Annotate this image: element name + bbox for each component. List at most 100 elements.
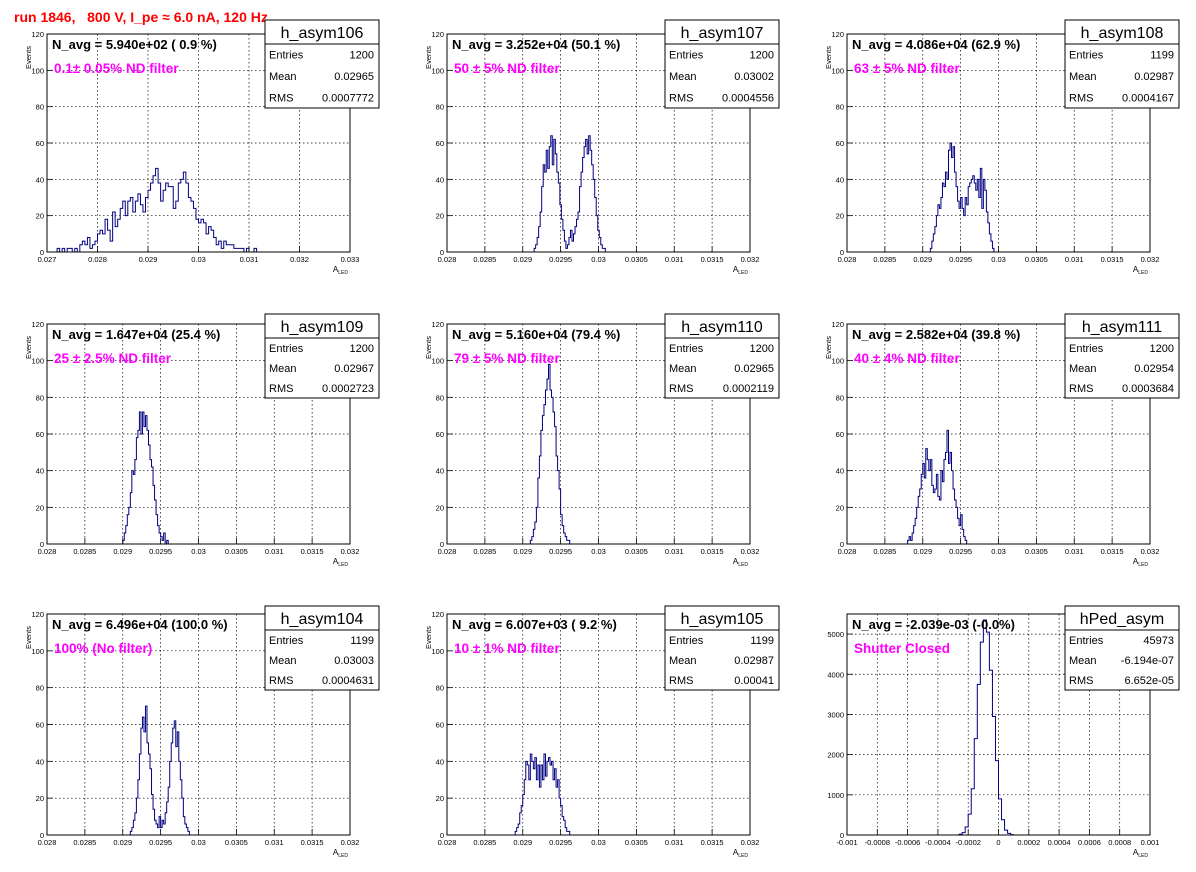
y-tick-label: 40 [436, 757, 444, 766]
x-tick-label: 0.0305 [625, 255, 648, 264]
navg-label: N_avg = 6.007e+03 ( 9.2 %) [452, 617, 617, 632]
histogram-bin [115, 227, 118, 252]
y-tick-label: 60 [436, 430, 444, 439]
navg-label: N_avg = 4.086e+04 (62.9 %) [852, 37, 1020, 52]
stats-box: h_asym104 Entries 1199 Mean 0.03003 RMS 0.0004… [264, 605, 380, 691]
y-tick-label: 60 [36, 139, 44, 148]
y-tick-label: 120 [31, 320, 44, 329]
stat-label-rms: RMS [669, 675, 693, 687]
x-tick-label: -0.0002 [955, 838, 980, 847]
histogram-bin [939, 500, 941, 544]
histogram-bin [945, 452, 947, 544]
histogram-bin [932, 485, 934, 544]
histogram-bin [556, 787, 558, 835]
y-tick-label: 0 [440, 248, 444, 257]
y-tick-label: 120 [431, 610, 444, 619]
stat-value-entries: 1200 [350, 343, 374, 355]
stat-value-mean: -6.194e-07 [1121, 655, 1174, 667]
histogram-bin [566, 248, 568, 252]
histogram-line [122, 411, 169, 545]
stat-label-entries: Entries [269, 635, 304, 647]
x-axis-label: ALED [333, 557, 348, 568]
stat-label-mean: Mean [269, 363, 297, 375]
histogram-bin [548, 168, 550, 252]
x-tick-label: -0.0006 [895, 838, 920, 847]
x-tick-label: 0.0285 [73, 838, 96, 847]
y-tick-label: 80 [36, 393, 44, 402]
x-tick-label: 0.029 [913, 255, 932, 264]
stat-value-mean: 0.02967 [334, 363, 374, 375]
y-tick-label: 100 [31, 647, 44, 656]
stat-value-entries: 1199 [350, 635, 374, 647]
y-tick-label: 0 [40, 540, 44, 549]
histogram-bin [150, 460, 152, 544]
histogram-bin [542, 416, 544, 544]
histogram-bin [549, 758, 551, 835]
navg-label: N_avg = -2.039e-03 (-0.0%) [852, 617, 1015, 632]
x-tick-label: 0.0004 [1048, 838, 1071, 847]
histogram-name: h_asym105 [681, 611, 764, 628]
stat-label-rms: RMS [269, 92, 293, 104]
x-tick-label: 0.031 [665, 547, 684, 556]
x-tick-label: 0.03 [191, 547, 206, 556]
x-tick-label: 0.028 [838, 255, 857, 264]
stats-box: h_asym108 Entries 1199 Mean 0.02987 RMS 0.0004… [1064, 19, 1180, 109]
histogram-bin [967, 205, 969, 252]
stat-label-mean: Mean [669, 71, 697, 83]
y-tick-label: 60 [436, 721, 444, 730]
histogram-bin [602, 248, 604, 252]
x-tick-label: 0.0315 [701, 255, 724, 264]
histogram-bin [545, 776, 547, 835]
stat-label-mean: Mean [669, 655, 697, 667]
stat-value-rms: 0.0003684 [1122, 383, 1174, 395]
y-tick-label: 100 [431, 66, 444, 75]
x-tick-label: -0.0004 [925, 838, 950, 847]
y-tick-label: 100 [431, 357, 444, 366]
x-tick-label: 0.0305 [225, 547, 248, 556]
y-tick-label: 20 [436, 794, 444, 803]
y-tick-label: 40 [36, 467, 44, 476]
x-tick-label: 0.03 [991, 255, 1006, 264]
stats-box-frame [264, 313, 380, 399]
histogram-bin [145, 416, 147, 544]
x-tick-label: 0.0295 [149, 838, 172, 847]
histogram-bin [151, 183, 154, 252]
histogram-bin [982, 208, 984, 252]
histogram-bin [549, 364, 551, 544]
y-tick-label: 0 [840, 831, 844, 840]
stat-value-rms: 0.0007772 [322, 92, 374, 104]
histogram-bin [183, 172, 186, 252]
stat-label-rms: RMS [269, 383, 293, 395]
histogram-bin [533, 769, 535, 835]
histogram-bin [550, 390, 552, 544]
x-tick-label: 0.031 [665, 255, 684, 264]
stat-label-mean: Mean [1069, 655, 1097, 667]
y-tick-label: 120 [831, 30, 844, 39]
stat-label-entries: Entries [1069, 635, 1104, 647]
histogram-name: h_asym106 [281, 25, 364, 42]
stat-value-rms: 0.00041 [734, 675, 774, 687]
x-tick-label: 0.0305 [225, 838, 248, 847]
histogram-bin [964, 216, 966, 252]
x-tick-label: 0.029 [513, 255, 532, 264]
x-tick-label: 0.032 [1141, 255, 1160, 264]
x-tick-label: 0.031 [240, 255, 259, 264]
histogram-bin [976, 190, 978, 252]
stat-value-rms: 0.0002119 [723, 383, 774, 395]
histogram-bin [144, 427, 146, 544]
navg-label: N_avg = 6.496e+04 (100.0 %) [52, 617, 228, 632]
histogram-bin [147, 743, 149, 835]
x-tick-label: 0.0285 [473, 547, 496, 556]
x-tick-label: 0.028 [38, 838, 57, 847]
stat-label-rms: RMS [1069, 92, 1093, 104]
stats-box-frame [1064, 605, 1180, 691]
histogram-bin [572, 241, 574, 252]
y-axis-label: Events [24, 626, 33, 649]
histogram-name: h_asym104 [281, 611, 364, 628]
x-tick-label: 0.0295 [549, 547, 572, 556]
histogram-bin [229, 245, 232, 252]
histogram-bin [133, 474, 135, 544]
x-tick-label: -0.001 [836, 838, 857, 847]
y-tick-label: 120 [31, 30, 44, 39]
x-tick-label: 0.0295 [149, 547, 172, 556]
